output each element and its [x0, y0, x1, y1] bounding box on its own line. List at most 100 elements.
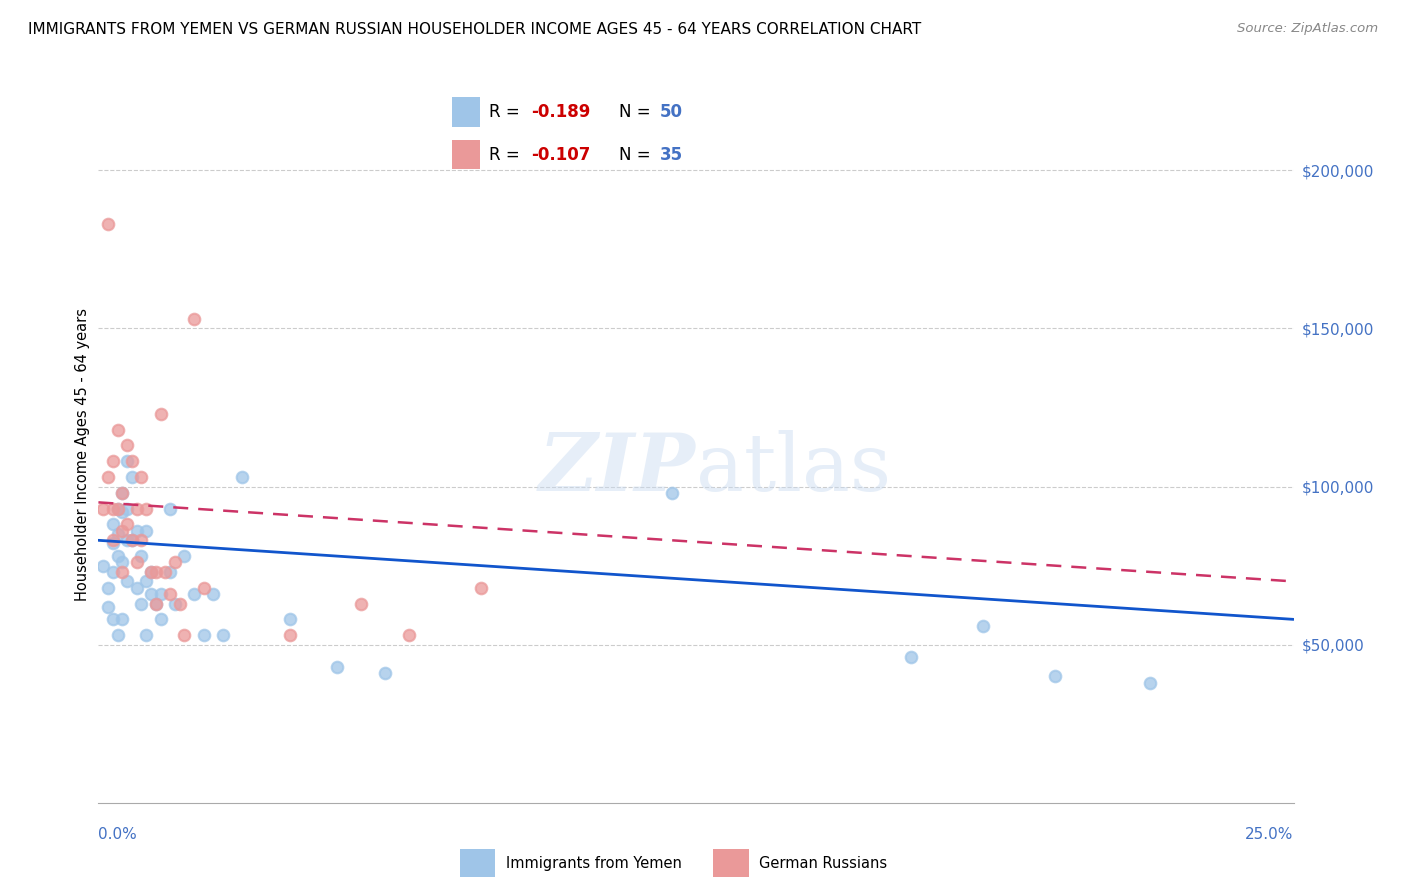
Bar [460, 849, 495, 877]
Point [1139, 675, 1161, 690]
Point [107, 628, 129, 642]
Point [107, 501, 129, 516]
Point [121, 533, 143, 548]
Point [97, 599, 120, 614]
Point [183, 312, 205, 326]
Point [107, 527, 129, 541]
Point [145, 597, 167, 611]
Point [231, 470, 253, 484]
Point [135, 574, 157, 589]
Point [135, 628, 157, 642]
Point [101, 517, 124, 532]
Bar [453, 97, 479, 127]
Point [111, 524, 134, 538]
Text: R =: R = [489, 145, 526, 164]
Point [107, 423, 129, 437]
Point [111, 556, 134, 570]
Point [278, 612, 301, 626]
Point [101, 565, 124, 579]
Text: 35: 35 [659, 145, 682, 164]
Point [101, 536, 124, 550]
Point [97, 581, 120, 595]
Point [900, 650, 922, 665]
Text: 50: 50 [659, 103, 682, 121]
Point [159, 501, 181, 516]
Text: Immigrants from Yemen: Immigrants from Yemen [506, 855, 682, 871]
Point [139, 565, 162, 579]
Point [139, 587, 162, 601]
Point [1043, 669, 1066, 683]
Point [131, 533, 153, 548]
Point [125, 524, 148, 538]
Point [135, 501, 157, 516]
Point [125, 556, 148, 570]
Point [131, 597, 153, 611]
Text: -0.107: -0.107 [531, 145, 591, 164]
Bar [453, 140, 479, 169]
Point [131, 470, 153, 484]
Point [135, 524, 157, 538]
Point [169, 597, 191, 611]
Point [159, 565, 181, 579]
Point [101, 533, 124, 548]
Point [107, 549, 129, 563]
Point [163, 556, 186, 570]
Y-axis label: Householder Income Ages 45 - 64 years: Householder Income Ages 45 - 64 years [75, 309, 90, 601]
Point [131, 549, 153, 563]
Point [326, 660, 349, 674]
Point [101, 454, 124, 468]
Point [139, 565, 162, 579]
Text: 25.0%: 25.0% [1246, 827, 1294, 841]
Point [149, 407, 172, 421]
Point [115, 533, 138, 548]
Point [145, 597, 167, 611]
Point [202, 587, 225, 601]
Point [211, 628, 233, 642]
Point [155, 565, 177, 579]
Point [91, 501, 114, 516]
Point [101, 501, 124, 516]
Point [145, 565, 167, 579]
Point [149, 612, 172, 626]
Point [115, 501, 138, 516]
Point [121, 470, 143, 484]
Point [398, 628, 420, 642]
Point [193, 581, 215, 595]
Point [115, 517, 138, 532]
Point [107, 501, 129, 516]
Bar [713, 849, 748, 877]
Point [111, 565, 134, 579]
Point [163, 597, 186, 611]
Text: IMMIGRANTS FROM YEMEN VS GERMAN RUSSIAN HOUSEHOLDER INCOME AGES 45 - 64 YEARS CO: IMMIGRANTS FROM YEMEN VS GERMAN RUSSIAN … [28, 22, 921, 37]
Point [91, 558, 114, 573]
Point [183, 587, 205, 601]
Point [111, 612, 134, 626]
Point [121, 454, 143, 468]
Point [111, 486, 134, 500]
Point [470, 581, 492, 595]
Point [173, 549, 195, 563]
Point [115, 574, 138, 589]
Point [101, 612, 124, 626]
Point [115, 438, 138, 452]
Point [125, 501, 148, 516]
Point [350, 597, 373, 611]
Point [149, 587, 172, 601]
Text: N =: N = [619, 145, 657, 164]
Text: ZIP: ZIP [538, 430, 696, 508]
Point [97, 470, 120, 484]
Text: atlas: atlas [696, 430, 891, 508]
Point [115, 454, 138, 468]
Point [661, 486, 683, 500]
Point [159, 587, 181, 601]
Text: 0.0%: 0.0% [98, 827, 138, 841]
Point [972, 618, 994, 632]
Point [374, 666, 396, 681]
Point [125, 581, 148, 595]
Text: German Russians: German Russians [759, 855, 887, 871]
Text: R =: R = [489, 103, 526, 121]
Text: -0.189: -0.189 [531, 103, 591, 121]
Point [173, 628, 195, 642]
Point [97, 217, 120, 231]
Text: Source: ZipAtlas.com: Source: ZipAtlas.com [1237, 22, 1378, 36]
